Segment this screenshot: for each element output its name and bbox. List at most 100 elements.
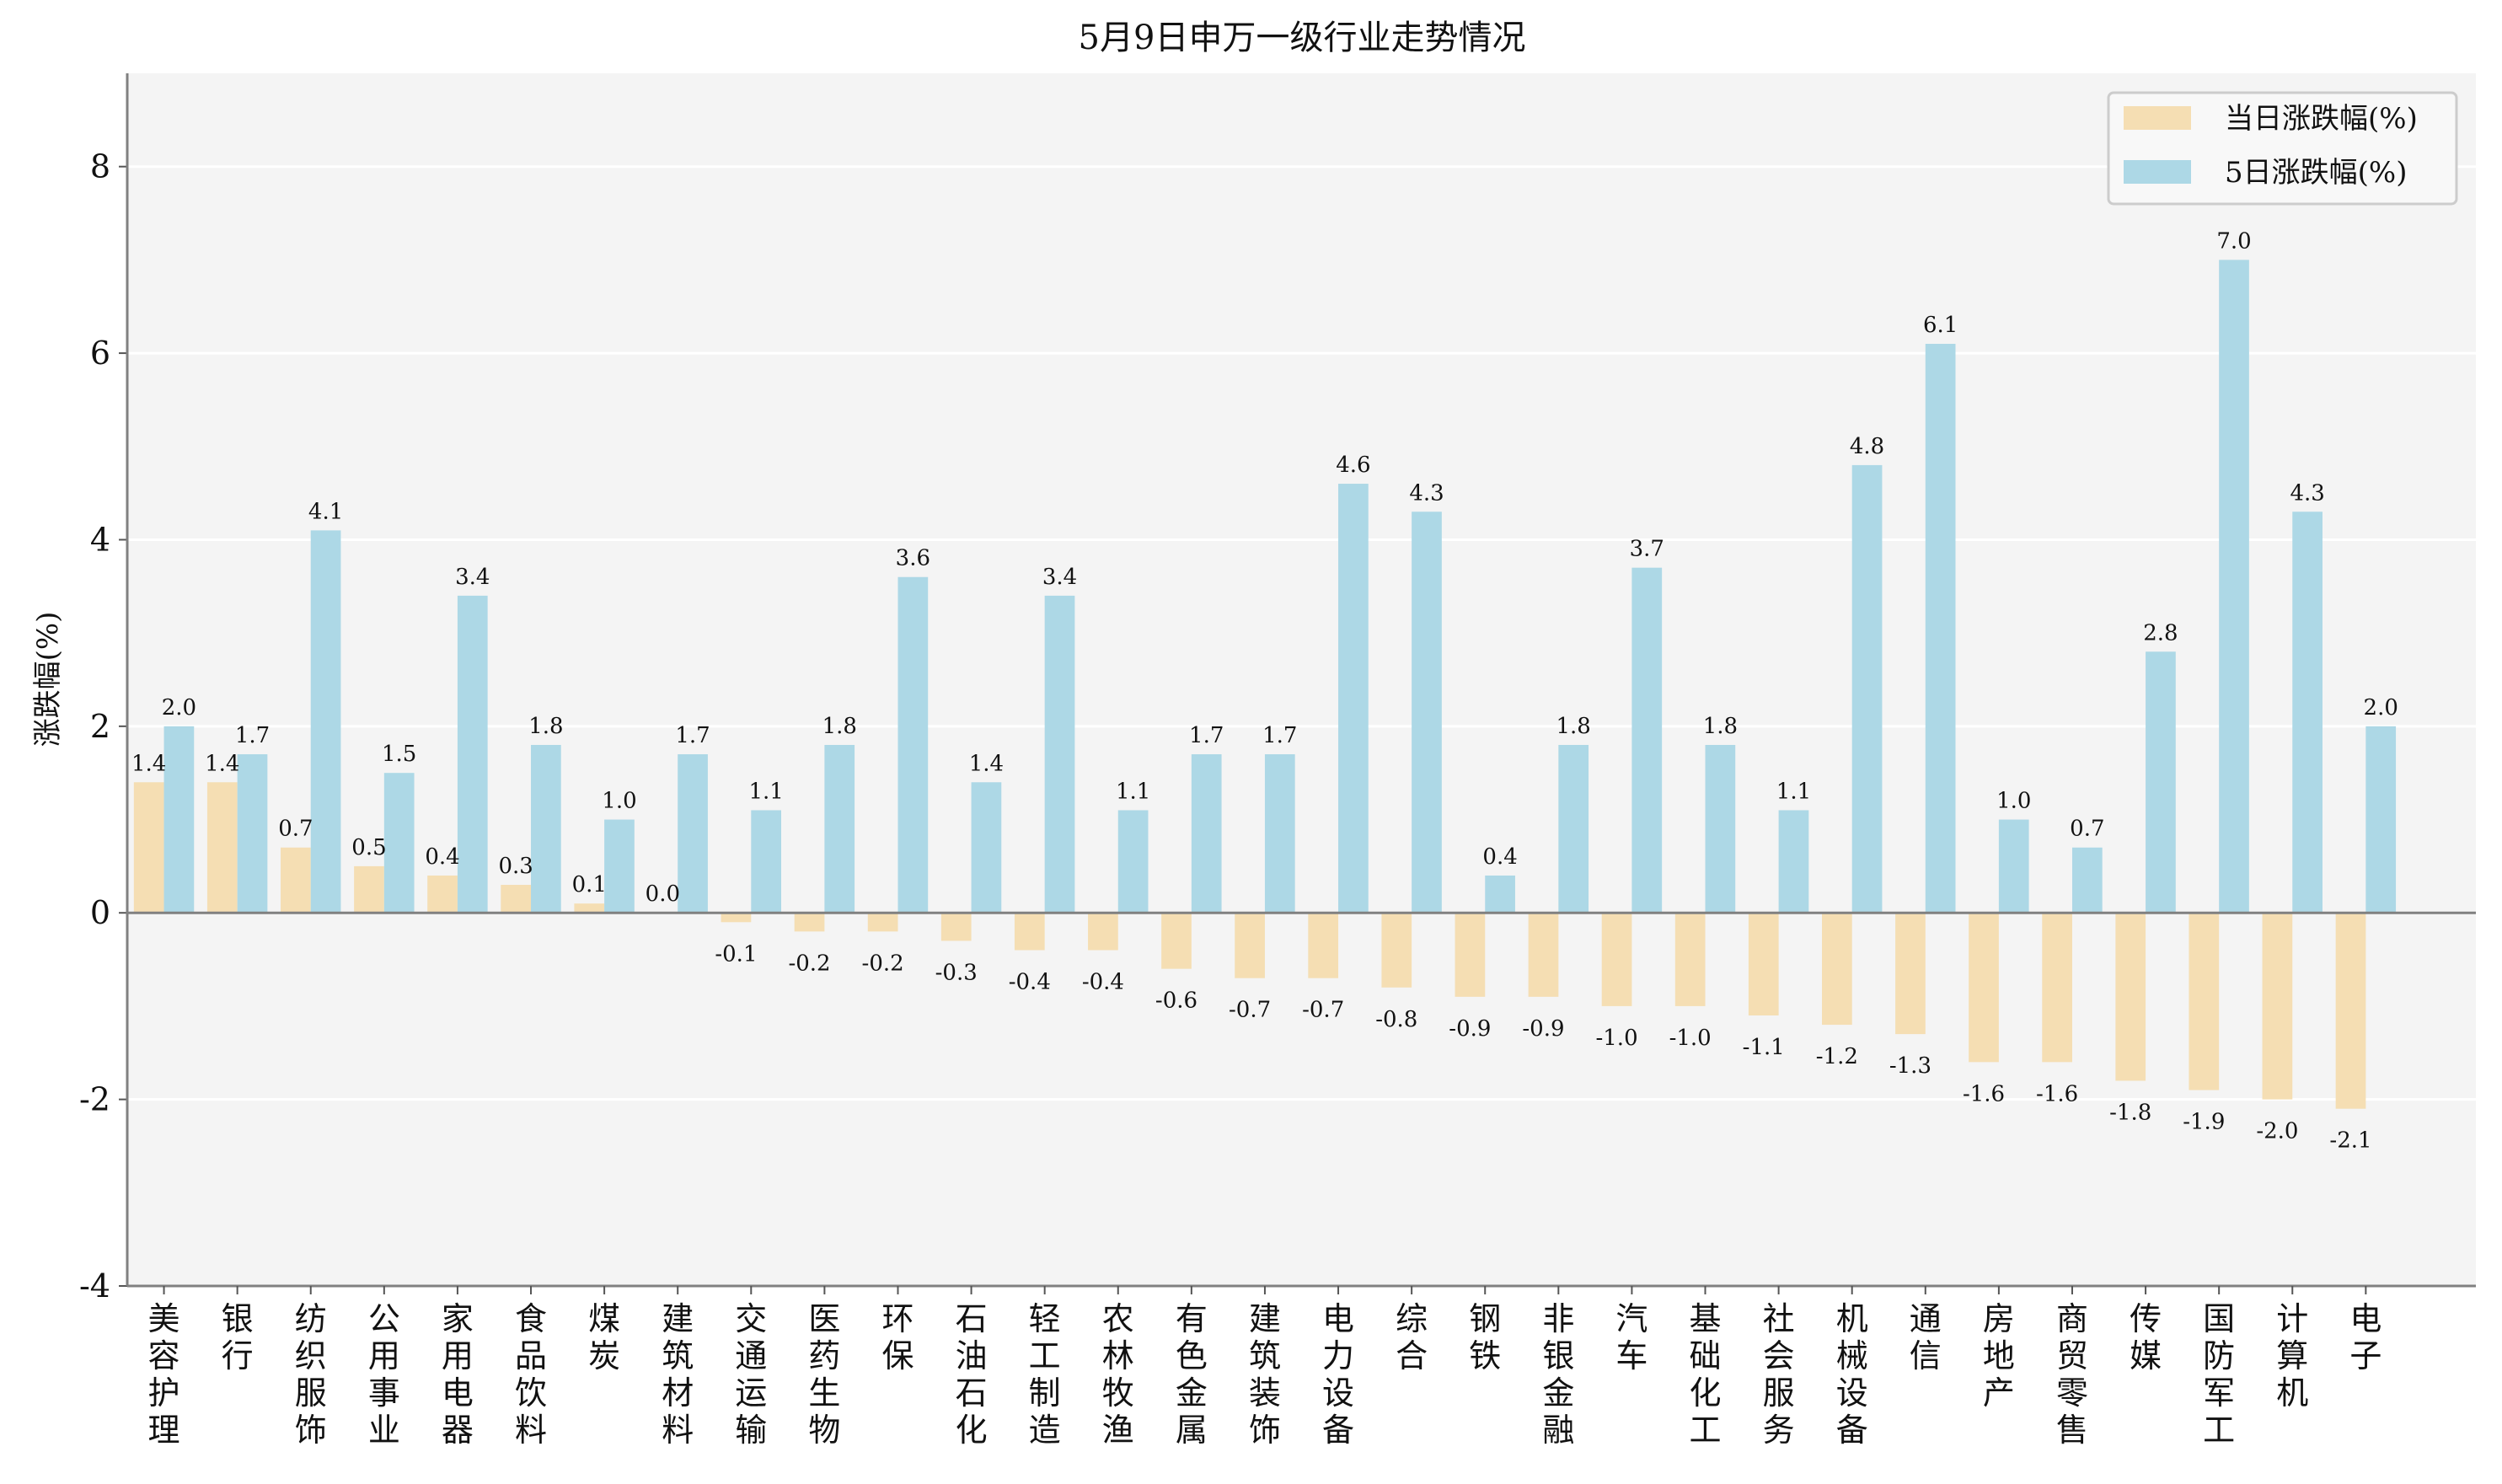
data-label-5day: 3.4 [455, 565, 490, 590]
x-tick-label: 食品饮料 [515, 1300, 547, 1449]
data-label-5day: 1.1 [1116, 779, 1150, 804]
data-label-daily: -0.9 [1449, 1016, 1491, 1042]
x-tick-label: 公用事业 [368, 1300, 400, 1449]
bar-daily [2115, 913, 2146, 1081]
bar-5day [2146, 651, 2176, 913]
bar-daily [867, 913, 898, 932]
bar-5day [1851, 464, 1883, 913]
bar-daily [1895, 913, 1926, 1035]
data-label-daily: -1.6 [2036, 1081, 2078, 1106]
data-label-daily: -0.9 [1522, 1016, 1564, 1042]
data-label-daily: 0.7 [278, 817, 313, 842]
x-tick-label: 农林牧渔 [1102, 1300, 1134, 1449]
bar-daily [1161, 913, 1192, 969]
y-tick-label: 6 [90, 335, 110, 372]
bar-5day [2219, 260, 2249, 913]
data-label-daily: -0.4 [1009, 970, 1051, 995]
bar-daily [2042, 913, 2072, 1063]
y-tick-label: 8 [90, 148, 110, 185]
x-tick-label: 环保 [881, 1300, 913, 1374]
x-tick-label: 基础化工 [1690, 1300, 1722, 1449]
data-label-daily: 0.1 [572, 872, 607, 897]
bar-5day [604, 819, 635, 913]
bar-daily [2189, 913, 2220, 1090]
bar-5day [1485, 875, 1515, 913]
data-label-daily: -0.7 [1302, 998, 1344, 1023]
legend-swatch-daily [2124, 106, 2191, 130]
bar-5day [1925, 344, 1956, 913]
data-label-5day: 0.7 [2070, 817, 2104, 842]
data-label-daily: 0.3 [498, 854, 533, 879]
bar-5day [1264, 754, 1295, 913]
data-label-5day: 1.7 [235, 723, 270, 748]
bar-5day [1338, 484, 1369, 913]
x-tick-label: 房地产 [1983, 1300, 2015, 1412]
bar-5day [1117, 810, 1149, 913]
data-label-daily: -0.4 [1082, 970, 1124, 995]
data-label-daily: -0.2 [788, 951, 830, 976]
x-tick-label: 建筑装饰 [1249, 1300, 1281, 1449]
bar-5day [2292, 512, 2323, 913]
data-label-daily: -1.6 [1963, 1081, 2005, 1106]
bar-daily [133, 782, 164, 913]
x-tick-label: 综合 [1396, 1300, 1428, 1374]
bar-daily [1088, 913, 1118, 951]
bar-daily [2335, 913, 2366, 1109]
data-label-5day: 3.4 [1042, 565, 1077, 590]
bar-5day [1044, 595, 1075, 913]
data-label-daily: -0.8 [1375, 1007, 1417, 1032]
data-label-daily: -0.3 [935, 960, 978, 985]
data-label-daily: -1.9 [2183, 1110, 2225, 1135]
x-tick-label: 医药生物 [808, 1300, 840, 1449]
x-tick-label: 计算机 [2276, 1300, 2308, 1412]
x-tick-label: 石油石化 [956, 1300, 988, 1449]
bar-5day [824, 744, 855, 913]
y-tick-label: -2 [79, 1081, 110, 1118]
legend: 当日涨跌幅(%) 5日涨跌幅(%) [2107, 91, 2458, 206]
bar-daily [206, 782, 238, 913]
bar-5day [897, 576, 929, 913]
bar-daily [1674, 913, 1706, 1006]
data-label-5day: 1.8 [1556, 714, 1591, 739]
bar-daily [794, 913, 825, 932]
data-label-5day: 1.5 [382, 742, 416, 767]
x-tick-label: 传媒 [2130, 1300, 2162, 1374]
x-tick-label: 美容护理 [148, 1300, 180, 1449]
data-label-5day: 0.4 [1482, 844, 1517, 870]
data-label-5day: 4.8 [1850, 434, 1884, 459]
data-label-5day: 1.7 [675, 723, 710, 748]
bar-daily [574, 903, 605, 913]
bar-5day [457, 595, 488, 913]
y-tick-label: 0 [90, 894, 110, 931]
bar-5day [2071, 847, 2103, 913]
bar-daily [1821, 913, 1852, 1026]
data-label-5day: 3.6 [896, 546, 930, 571]
x-tick-label: 电力设备 [1322, 1300, 1354, 1449]
data-label-5day: 1.8 [822, 714, 857, 739]
legend-label-5day: 5日涨跌幅(%) [2225, 156, 2407, 190]
bar-daily [1748, 913, 1779, 1015]
x-tick-label: 商贸零售 [2056, 1300, 2088, 1449]
bar-5day [1412, 512, 1442, 913]
data-label-daily: -1.8 [2109, 1100, 2151, 1125]
data-label-5day: 1.1 [748, 779, 783, 804]
bar-5day [1191, 754, 1222, 913]
data-label-daily: -1.2 [1816, 1044, 1858, 1069]
bar-5day [1558, 744, 1589, 913]
bar-daily [1528, 913, 1559, 997]
bar-5day [751, 810, 782, 913]
data-label-5day: 2.8 [2143, 620, 2178, 646]
data-label-5day: 2.0 [2364, 695, 2398, 721]
bar-daily [1969, 913, 1999, 1063]
data-label-daily: 1.4 [205, 751, 239, 776]
x-tick-label: 国防军工 [2203, 1300, 2235, 1449]
bar-daily [1455, 913, 1486, 997]
chart-title: 5月9日申万一级行业走势情况 [1079, 19, 1526, 57]
bar-daily [1235, 913, 1265, 978]
data-label-5day: 4.1 [308, 499, 343, 524]
x-tick-label: 机械设备 [1836, 1300, 1868, 1449]
bar-daily [940, 913, 972, 941]
data-label-daily: 1.4 [131, 751, 166, 776]
bar-daily [1601, 913, 1632, 1006]
